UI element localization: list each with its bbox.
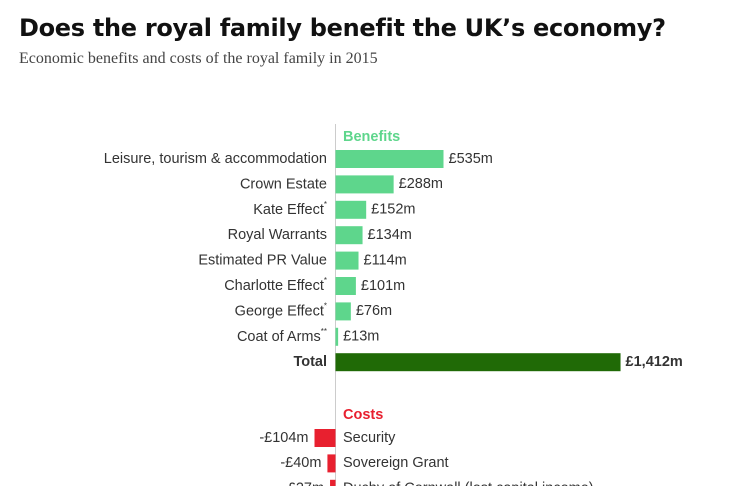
total-label: Total: [293, 354, 327, 370]
total-bar: [335, 353, 621, 372]
cost-bar: [330, 479, 336, 486]
chart-subtitle: Economic benefits and costs of the royal…: [19, 50, 378, 67]
benefit-label: Leisure, tourism & accommodation: [104, 151, 327, 167]
benefit-bar: [335, 251, 359, 270]
cost-value-label: -£27m: [283, 481, 324, 486]
benefit-value-label: £101m: [361, 278, 405, 294]
benefit-value-label: £288m: [399, 176, 443, 192]
benefit-label: Estimated PR Value: [198, 252, 327, 268]
benefit-value-label: £152m: [371, 202, 415, 218]
benefit-value-label: £114m: [364, 252, 407, 268]
costs-heading: Costs: [343, 407, 383, 423]
benefit-label: Coat of Arms**: [237, 327, 327, 345]
benefit-value-label: £535m: [449, 151, 493, 167]
cost-label: Duchy of Cornwall (lost capital income): [343, 481, 594, 486]
benefit-bar: [335, 302, 351, 321]
benefit-value-label: £13m: [343, 329, 379, 345]
benefit-label: Royal Warrants: [228, 227, 327, 243]
benefit-label: Charlotte Effect*: [224, 276, 327, 294]
benefit-label: Crown Estate: [240, 176, 327, 192]
cost-bar: [327, 454, 336, 473]
benefit-label: Kate Effect*: [253, 200, 327, 218]
benefit-value-label: £134m: [368, 227, 412, 243]
benefit-bar: [335, 200, 367, 219]
benefits-heading: Benefits: [343, 129, 400, 145]
cost-bar: [314, 429, 336, 447]
total-value-label: £1,412m: [626, 354, 683, 370]
benefit-value-label: £76m: [356, 303, 392, 319]
cost-label: Security: [343, 430, 396, 446]
benefit-label: George Effect*: [235, 302, 327, 320]
cost-label: Sovereign Grant: [343, 455, 449, 471]
benefit-bar: [335, 277, 356, 295]
benefit-bar: [335, 175, 394, 194]
benefit-bar: [335, 150, 444, 168]
cost-value-label: -£40m: [280, 455, 321, 471]
cost-value-label: -£104m: [259, 430, 308, 446]
benefit-bar: [335, 327, 339, 346]
benefit-bar: [335, 226, 363, 245]
chart-title: Does the royal family benefit the UK’s e…: [19, 14, 666, 42]
